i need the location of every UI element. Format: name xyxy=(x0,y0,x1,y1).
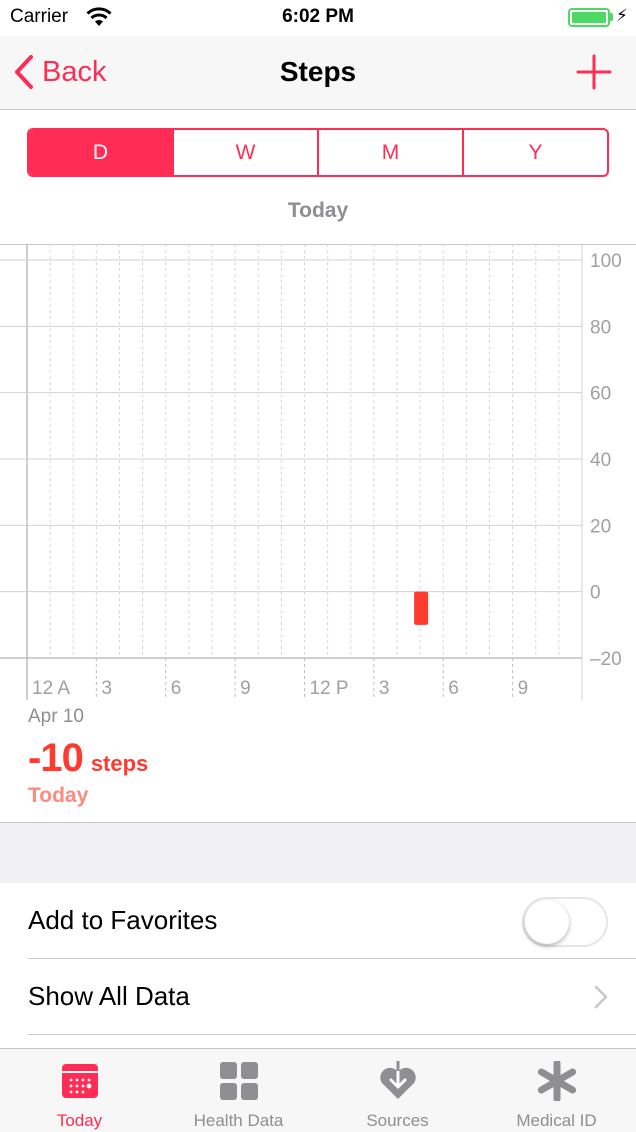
tab-health-data-label: Health Data xyxy=(193,1111,284,1130)
back-button[interactable]: Back xyxy=(14,52,106,92)
tab-today[interactable]: Today xyxy=(0,1049,159,1132)
x-tick-label: 3 xyxy=(101,678,112,699)
tab-medical-id-label: Medical ID xyxy=(516,1111,597,1130)
divider xyxy=(0,822,636,823)
segment-month[interactable]: M xyxy=(317,130,462,175)
y-tick-label: 80 xyxy=(590,317,611,338)
x-tick-label: 12 P xyxy=(310,678,349,699)
add-to-favorites-row: Add to Favorites xyxy=(0,883,636,959)
tab-bar: Today Health Data Sources xyxy=(0,1048,636,1132)
x-tick-label: 9 xyxy=(240,678,251,699)
page-title: Steps xyxy=(279,56,357,87)
x-tick-label: 6 xyxy=(171,678,182,699)
summary-value: -10 steps xyxy=(28,736,148,781)
show-all-data-label: Show All Data xyxy=(28,981,190,1011)
calendar-icon xyxy=(61,1064,98,1098)
tab-sources-label: Sources xyxy=(366,1111,429,1130)
status-bar: Carrier 6:02 PM ⚡ xyxy=(0,0,636,36)
toggle-knob xyxy=(525,900,569,944)
navigation-bar: Back Steps xyxy=(0,36,636,110)
x-tick-label: 6 xyxy=(448,678,459,699)
battery-icon xyxy=(568,8,610,27)
x-tick-label: 9 xyxy=(518,678,529,699)
x-tick-label: 12 A xyxy=(32,678,70,699)
battery-cap xyxy=(610,13,613,21)
clock-label: 6:02 PM xyxy=(282,6,354,27)
tab-sources[interactable]: Sources xyxy=(318,1049,477,1132)
summary-date: Apr 10 xyxy=(28,706,84,727)
charging-bolt-icon: ⚡ xyxy=(616,6,628,25)
range-label: Today xyxy=(287,199,349,222)
summary-period: Today xyxy=(28,784,89,807)
steps-chart: 100 80 60 40 20 0 –20 12 A 3 6 9 12 P 3 6 9 xyxy=(0,244,636,700)
segment-day[interactable]: D xyxy=(29,130,172,175)
plus-icon xyxy=(576,54,612,90)
carrier-label: Carrier xyxy=(10,6,69,27)
section-gap xyxy=(0,823,636,883)
tab-today-label: Today xyxy=(56,1111,103,1130)
segment-year[interactable]: Y xyxy=(462,130,607,175)
x-tick-label: 3 xyxy=(379,678,390,699)
steps-unit: steps xyxy=(90,751,149,776)
show-all-data-row[interactable]: Show All Data xyxy=(0,959,636,1035)
chevron-left-icon xyxy=(15,55,33,89)
add-data-button[interactable] xyxy=(574,52,614,92)
grid-icon xyxy=(219,1062,258,1100)
tab-medical-id[interactable]: Medical ID xyxy=(477,1049,636,1132)
favorites-toggle[interactable] xyxy=(522,897,608,947)
y-tick-label: 100 xyxy=(590,251,622,272)
row-separator xyxy=(28,1034,636,1035)
wifi-icon xyxy=(86,7,112,32)
steps-bar xyxy=(414,591,429,625)
y-tick-label: 60 xyxy=(590,384,611,405)
steps-value: -10 xyxy=(28,736,84,780)
y-tick-label: 20 xyxy=(590,516,611,537)
time-range-segmented-control: D W M Y xyxy=(27,128,609,177)
chevron-right-icon xyxy=(594,985,608,1009)
y-tick-label: 40 xyxy=(590,450,611,471)
tab-health-data[interactable]: Health Data xyxy=(159,1049,318,1132)
asterisk-icon xyxy=(537,1061,576,1101)
y-tick-label: 0 xyxy=(590,583,601,604)
segment-week[interactable]: W xyxy=(172,130,317,175)
row-separator xyxy=(28,958,636,959)
y-tick-label: –20 xyxy=(590,649,622,670)
heart-download-icon xyxy=(379,1061,416,1099)
back-label: Back xyxy=(42,55,107,88)
favorites-label: Add to Favorites xyxy=(28,905,218,935)
